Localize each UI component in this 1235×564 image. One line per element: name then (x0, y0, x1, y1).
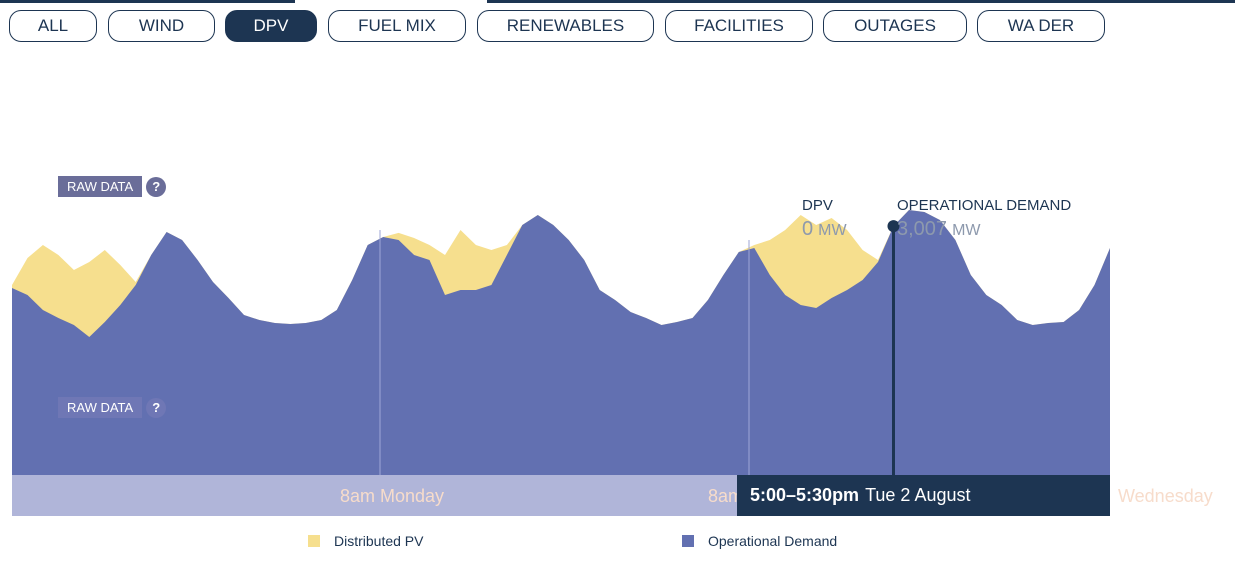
time-tooltip: 5:00–5:30pm Tue 2 August (737, 475, 1110, 516)
dpv-value: 0 (802, 218, 814, 240)
tooltip-time: 5:00–5:30pm (750, 485, 860, 505)
demand-readout-label: OPERATIONAL DEMAND (897, 197, 1072, 214)
cursor-dot[interactable] (887, 220, 900, 233)
tab-outages[interactable]: OUTAGES (823, 10, 967, 42)
tab-facilities[interactable]: FACILITIES (665, 10, 813, 42)
tab-wind[interactable]: WIND (108, 10, 215, 42)
dpv-unit: MW (818, 222, 847, 239)
help-icon[interactable]: ? (146, 176, 167, 197)
raw-data-label[interactable]: RAW DATA (58, 397, 143, 418)
tab-dpv[interactable]: DPV (225, 10, 317, 42)
tooltip-date: Tue 2 August (865, 485, 971, 505)
tab-wa-der[interactable]: WA DER (977, 10, 1105, 42)
legend-label: Operational Demand (708, 533, 838, 549)
dpv-readout-value: 0 MW (802, 218, 847, 241)
demand-value: 3,007 (897, 218, 948, 240)
legend-swatch-dpv (308, 535, 320, 547)
tab-fuel-mix[interactable]: FUEL MIX (328, 10, 466, 42)
top-indicator-left (0, 0, 295, 3)
day-label-monday: 8am Monday (340, 486, 445, 506)
raw-data-badge-secondary[interactable]: RAW DATA ? (58, 397, 167, 418)
help-icon[interactable]: ? (146, 397, 167, 418)
top-indicator-right (487, 0, 1235, 3)
operational-demand-area (12, 210, 1110, 475)
raw-data-badge[interactable]: RAW DATA ? (58, 176, 167, 197)
legend-label: Distributed PV (334, 533, 424, 549)
tab-all[interactable]: ALL (9, 10, 97, 42)
legend-swatch-demand (682, 535, 694, 547)
legend-item-dpv[interactable]: Distributed PV (308, 533, 423, 549)
dpv-demand-chart[interactable] (0, 0, 1235, 520)
tab-renewables[interactable]: RENEWABLES (477, 10, 654, 42)
legend-item-demand[interactable]: Operational Demand (682, 533, 837, 549)
dpv-readout-label: DPV (802, 197, 833, 214)
day-label-tuesday: 8am (708, 486, 744, 506)
demand-unit: MW (952, 222, 981, 239)
raw-data-label[interactable]: RAW DATA (58, 176, 143, 197)
demand-readout-value: 3,007 MW (897, 218, 981, 241)
day-label-wednesday: Wednesday (1118, 486, 1213, 506)
